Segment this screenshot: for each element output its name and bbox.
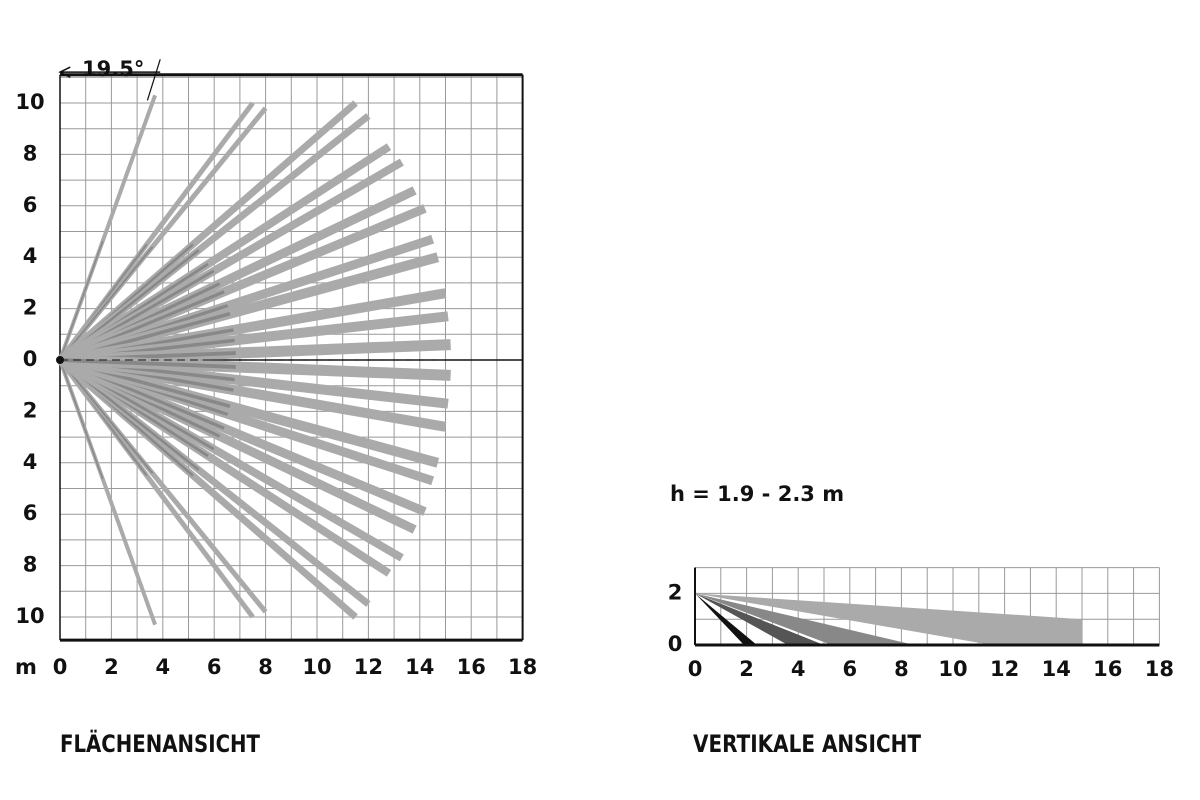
x-tick-label: 10 (302, 655, 331, 679)
y-tick-label: 0 (23, 347, 38, 371)
x-tick-label: 18 (1145, 657, 1174, 681)
y-tick-label: 6 (23, 193, 38, 217)
x-tick-label: 2 (104, 655, 119, 679)
beam-core (59, 246, 154, 361)
x-tick-label: 14 (1042, 657, 1071, 681)
caption: FLÄCHENANSICHT (60, 729, 261, 758)
y-tick-label: 8 (23, 553, 38, 577)
y-tick-label: 6 (23, 501, 38, 525)
x-tick-label: 12 (990, 657, 1019, 681)
x-tick-label: 6 (207, 655, 222, 679)
x-tick-label: 16 (1093, 657, 1122, 681)
y-tick-label: 2 (668, 580, 683, 604)
x-tick-label: 6 (842, 657, 857, 681)
angle-arrow (58, 66, 161, 78)
beam-core (59, 359, 154, 474)
caption: VERTIKALE ANSICHT (693, 730, 922, 758)
x-tick-label: 2 (739, 657, 754, 681)
y-tick-label: 10 (15, 604, 44, 628)
beam-core (59, 358, 236, 369)
x-tick-label: 8 (258, 655, 273, 679)
x-tick-label: 8 (894, 657, 909, 681)
y-tick-label: 8 (23, 141, 38, 165)
angle-arrow (146, 59, 161, 101)
y-tick-label: 2 (23, 398, 38, 422)
beam-core (59, 359, 104, 480)
beam (695, 593, 824, 645)
height-label: h = 1.9 - 2.3 m (670, 482, 844, 506)
x-tick-label: 0 (688, 657, 703, 681)
beam (695, 593, 1082, 645)
y-tick-label: 2 (23, 296, 38, 320)
x-tick-label: 14 (405, 655, 434, 679)
x-tick-label: 18 (508, 655, 537, 679)
x-tick-label: 12 (354, 655, 383, 679)
beam (695, 593, 757, 645)
beam-core (59, 240, 104, 361)
y-tick-label: 10 (15, 90, 44, 114)
y-tick-label: 4 (23, 244, 38, 268)
y-tick-label: 4 (23, 450, 38, 474)
x-tick-label: 4 (155, 655, 170, 679)
unit-label: m (15, 655, 37, 679)
x-tick-label: 0 (53, 655, 68, 679)
sensor (56, 356, 64, 364)
beam (695, 593, 915, 645)
x-tick-label: 4 (791, 657, 806, 681)
y-tick-label: 0 (668, 632, 683, 656)
x-tick-label: 16 (457, 655, 486, 679)
x-tick-label: 10 (938, 657, 967, 681)
